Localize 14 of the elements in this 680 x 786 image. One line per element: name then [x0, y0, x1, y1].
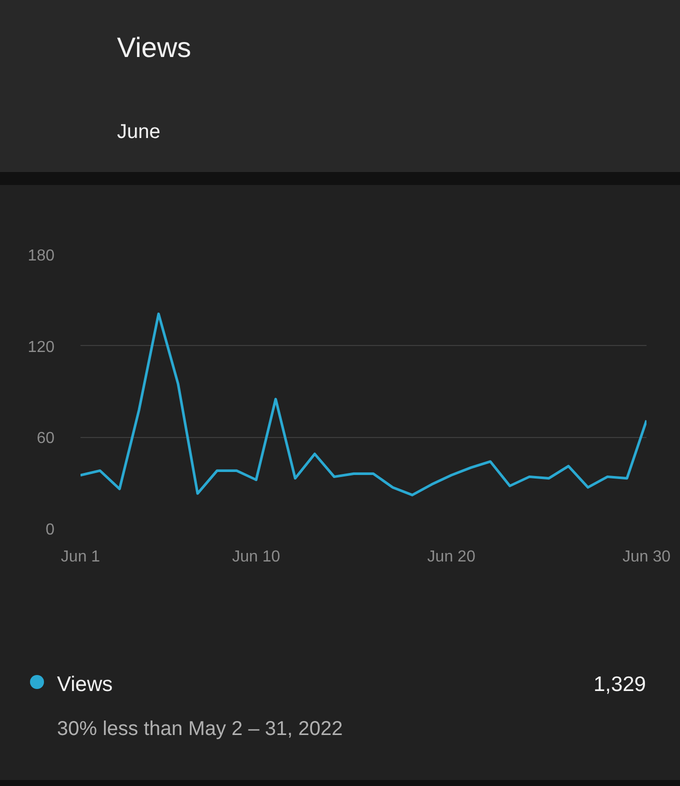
chart-title: Views [117, 31, 192, 65]
legend-label: Views [57, 672, 113, 698]
y-tick-label: 180 [28, 248, 55, 264]
y-tick-label: 60 [36, 430, 55, 448]
text: 30% less than May 2 – 31, 2022 [57, 717, 343, 742]
x-tick-label: Jun 20 [427, 548, 476, 566]
x-tick-label: Jun 10 [232, 548, 280, 566]
x-tick-label: Jun 30 [622, 548, 671, 566]
x-tick-label: Jun 1 [60, 548, 100, 566]
y-tick-label: 120 [28, 338, 55, 356]
text: 1,329 [593, 672, 646, 698]
y-tick-label: 0 [46, 522, 55, 538]
line-series [80, 312, 646, 496]
chart-subtitle: June [117, 120, 160, 145]
